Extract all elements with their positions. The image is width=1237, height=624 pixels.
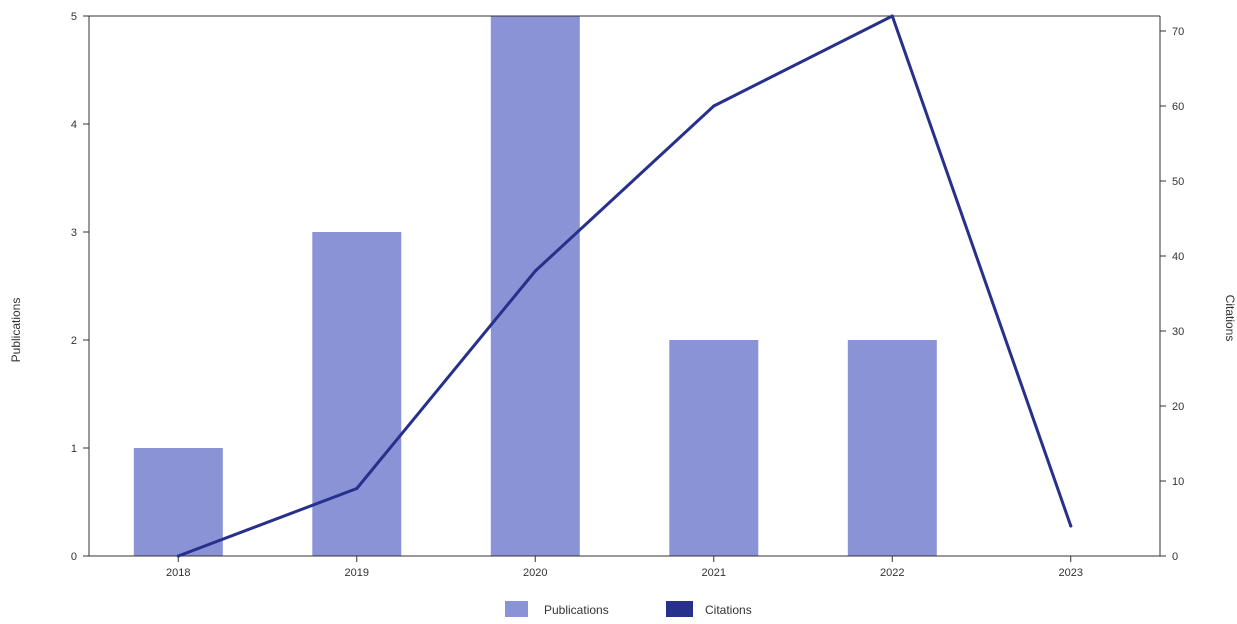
x-tick-label-2022: 2022 [880, 567, 904, 579]
line-layer [176, 14, 1073, 558]
bars-layer [133, 16, 937, 556]
x-tick-label-2021: 2021 [702, 567, 726, 579]
point-citations-2020 [533, 269, 537, 273]
y-axis-right-title: Citations [1223, 295, 1237, 342]
point-citations-2019 [355, 487, 359, 490]
legend: Publications Citations [505, 601, 752, 617]
y-axis-left-title: Publications [9, 298, 23, 363]
y-right-tick-label: 0 [1172, 551, 1178, 563]
y-right-tick-label: 70 [1172, 26, 1184, 38]
x-tick-label-2020: 2020 [523, 567, 547, 579]
point-citations-2022 [890, 14, 894, 18]
point-citations-2021 [712, 104, 716, 108]
x-tick-label-2023: 2023 [1059, 567, 1083, 579]
bar-publications-2020 [490, 16, 580, 556]
axes-layer [83, 15, 1166, 562]
y-left-tick-label: 1 [71, 443, 77, 455]
line-citations [176, 14, 1073, 558]
point-citations-2023 [1069, 524, 1073, 528]
bar-publications-2021 [669, 340, 759, 556]
legend-swatch-citations [666, 601, 693, 617]
legend-label-citations: Citations [705, 603, 752, 617]
legend-label-publications: Publications [544, 603, 609, 617]
point-citations-2018 [176, 554, 180, 558]
legend-swatch-publications [505, 601, 528, 617]
y-right-tick-label: 50 [1172, 176, 1184, 188]
y-right-tick-label: 40 [1172, 251, 1184, 263]
y-left-tick-label: 0 [71, 551, 77, 563]
y-left-tick-label: 3 [71, 227, 77, 239]
x-tick-label-2019: 2019 [345, 567, 369, 579]
bar-publications-2022 [847, 340, 937, 556]
x-tick-label-2018: 2018 [166, 567, 190, 579]
bar-publications-2019 [312, 232, 402, 556]
y-right-tick-label: 30 [1172, 326, 1184, 338]
y-right-tick-label: 60 [1172, 101, 1184, 113]
bar-publications-2018 [133, 448, 223, 556]
y-left-tick-label: 4 [71, 119, 77, 131]
y-right-tick-label: 20 [1172, 401, 1184, 413]
y-left-tick-label: 2 [71, 335, 77, 347]
y-left-tick-label: 5 [71, 11, 77, 23]
y-right-tick-label: 10 [1172, 476, 1184, 488]
